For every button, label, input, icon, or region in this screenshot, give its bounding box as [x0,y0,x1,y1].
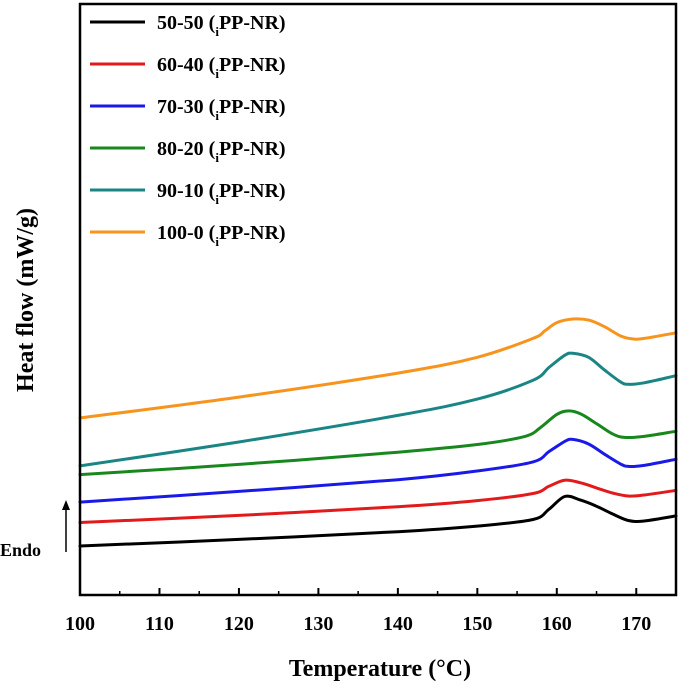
series-line-2 [78,478,678,524]
legend-item: 70-30 (iPP-NR) [90,96,286,123]
series-line-6 [78,317,678,420]
x-axis-title: Temperature (°C) [289,656,471,682]
x-tick-label: 100 [65,613,95,635]
plot-frame [78,2,678,597]
legend-label: 80-20 (iPP-NR) [157,138,286,165]
series-line-4 [78,409,678,477]
legend-label: 50-50 (iPP-NR) [157,12,286,39]
legend-label: 100-0 (iPP-NR) [157,222,286,249]
x-ticks: 100 110 120 130 140 150 160 170 [65,588,651,635]
series-line-5 [78,351,678,468]
series-line-1 [78,494,678,548]
legend-item: 100-0 (iPP-NR) [90,222,286,249]
x-tick-label: 150 [462,613,492,635]
legend-label: 60-40 (iPP-NR) [157,54,286,81]
legend-item: 90-10 (iPP-NR) [90,180,286,207]
endo-annotation: Endo [0,500,70,560]
x-tick-label: 160 [542,613,572,635]
x-tick-label: 170 [621,613,651,635]
legend: 50-50 (iPP-NR) 60-40 (iPP-NR) 70-30 (iPP-N… [90,12,286,249]
series-line-3 [78,437,678,504]
x-tick-label: 120 [224,613,254,635]
x-tick-label: 110 [145,613,174,635]
legend-label: 70-30 (iPP-NR) [157,96,286,123]
series-layer [78,317,678,548]
legend-item: 50-50 (iPP-NR) [90,12,286,39]
endo-arrowhead-icon [62,500,70,510]
x-tick-label: 130 [303,613,333,635]
legend-item: 60-40 (iPP-NR) [90,54,286,81]
legend-item: 80-20 (iPP-NR) [90,138,286,165]
x-tick-label: 140 [383,613,413,635]
endo-label: Endo [0,540,41,560]
legend-label: 90-10 (iPP-NR) [157,180,286,207]
y-axis-title: Heat flow (mW/g) [13,208,39,392]
